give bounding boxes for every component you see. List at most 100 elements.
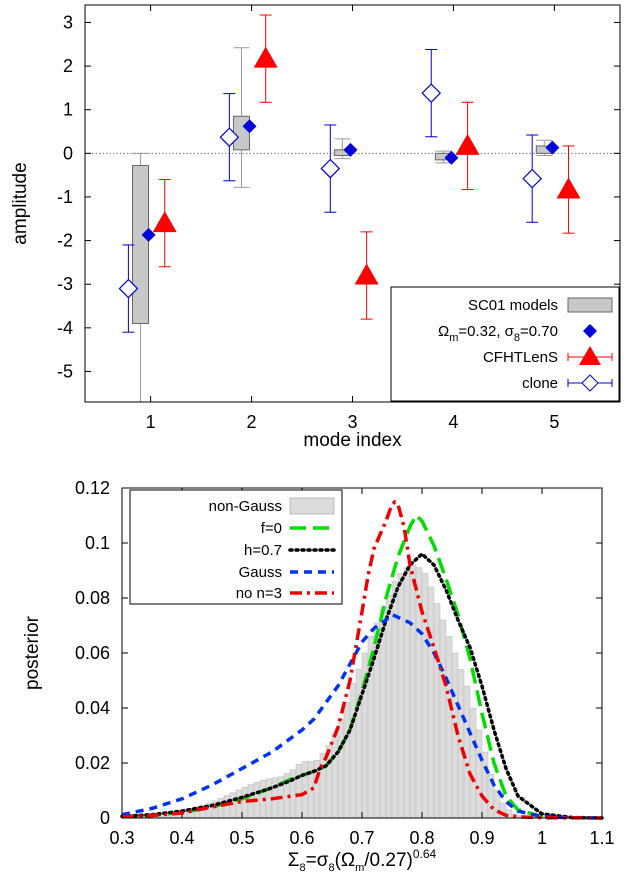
legend-label-dotted: h=0.7: [244, 542, 282, 559]
cfht-marker: [455, 133, 480, 155]
y-tick-label: 0: [100, 808, 110, 828]
histogram-bar: [289, 769, 297, 819]
fiducial-marker: [141, 227, 156, 242]
x-tick-label: 0.7: [349, 828, 374, 848]
y-axis-label: posterior: [22, 615, 43, 690]
legend-label-dashed: Gauss: [239, 564, 282, 581]
histogram-bar: [337, 718, 345, 819]
cfht-marker: [354, 263, 379, 285]
cfht-marker: [556, 177, 581, 199]
curve-dash-dot: [121, 500, 603, 820]
histogram-bar: [445, 636, 453, 819]
legend-label-fiducial-part: =0.70: [520, 323, 558, 340]
histogram-bar: [301, 761, 309, 819]
x-tick-label: 0.9: [469, 828, 494, 848]
mode-amplitude-chart: 3 2 1 0 -1 -2 -3 -4 -5 1 2 3 4 5 mode index amplitude SC…: [10, 4, 621, 451]
x-tick-label: 0.5: [229, 828, 254, 848]
x-tick-label: 3: [347, 412, 357, 432]
y-tick-label: 0.06: [75, 643, 110, 663]
legend-label-long-dash: f=0: [261, 520, 282, 537]
plot-frame: [121, 487, 603, 819]
legend-key-clone: [581, 374, 599, 392]
fiducial-marker: [545, 140, 560, 155]
histogram-bar: [229, 792, 237, 819]
x-axis-label-part: Σ: [288, 850, 300, 871]
legend-key-cfht: [579, 346, 601, 365]
model-box: [132, 165, 150, 324]
x-axis-label: mode index: [303, 430, 402, 451]
histogram-bar: [397, 573, 405, 819]
x-axis-label-part: 0.64: [413, 847, 437, 861]
histogram-bar: [481, 751, 489, 819]
x-tick-label: 1: [146, 412, 156, 432]
cfht-marker: [253, 46, 278, 68]
curve-dotted: [120, 552, 604, 820]
legend-label-fiducial-part: 8: [514, 332, 520, 344]
fiducial-marker: [343, 142, 358, 157]
clone-marker: [219, 127, 240, 148]
legend-label-fiducial-part: =0.32, σ: [458, 323, 514, 340]
clone-marker: [421, 83, 442, 103]
histogram-bar: [319, 753, 327, 819]
legend-key-fiducial: [583, 324, 597, 338]
legend-label-clone: clone: [522, 375, 558, 392]
histogram-bar: [439, 619, 447, 819]
x-axis-label-part: 8: [328, 862, 334, 874]
clone-marker: [118, 278, 139, 299]
legend-key-models: [567, 297, 613, 313]
legend: SC01 models Ωm=0.32, σ8=0.70 CFHTLenS clone: [390, 286, 620, 402]
cfht-marker: [152, 211, 177, 233]
y-tick-label: -3: [57, 274, 73, 294]
x-tick-label: 4: [448, 412, 458, 432]
posterior-chart: 0.12 0.1 0.08 0.06 0.04 0.02 00.3 0.4 0.5 0.6 0.7 0…: [22, 478, 615, 874]
histogram-bar: [469, 707, 477, 819]
clone-marker: [320, 158, 341, 179]
x-tick-label: 0.4: [169, 828, 194, 848]
histogram-bar: [385, 595, 393, 819]
y-tick-label: 0.04: [75, 698, 110, 718]
y-tick-label: -5: [57, 361, 73, 381]
x-axis-label-part: =σ: [306, 850, 329, 871]
histogram-bar: [475, 729, 483, 819]
histogram-bar: [295, 764, 303, 819]
x-tick-label: 0.6: [289, 828, 314, 848]
legend-label-fiducial-part: Ω: [438, 323, 449, 340]
clone-marker: [522, 168, 543, 189]
histogram-bar: [427, 586, 435, 819]
curve-long-dash: [121, 513, 603, 820]
legend-label-cfht: CFHTLenS: [483, 349, 558, 366]
x-tick-label: 1.1: [589, 828, 614, 848]
histogram-bar: [331, 733, 339, 819]
legend-label-dash-dot: no n=3: [236, 585, 282, 602]
y-tick-label: 3: [63, 12, 73, 32]
legend-label-fiducial-part: m: [449, 332, 458, 344]
y-tick-label: -1: [57, 187, 73, 207]
legend-label-models: SC01 models: [468, 297, 558, 314]
histogram-bar: [349, 683, 357, 819]
legend-label-fiducial: Ωm=0.32, σ8=0.70: [438, 323, 558, 344]
y-tick-label: 0.1: [85, 533, 110, 553]
x-axis-label-part: /0.27): [364, 850, 413, 871]
legend: non-Gauss f=0 h=0.7 Gauss no n=3: [129, 489, 343, 605]
plot-frame: [84, 4, 621, 403]
y-tick-label: -2: [57, 231, 73, 251]
x-axis-label: Σ8=σ8(Ωm/0.27)0.64: [288, 847, 437, 874]
histogram-bar: [451, 652, 459, 819]
x-axis-label-part: 8: [300, 862, 306, 874]
y-tick-label: 2: [63, 56, 73, 76]
histogram-bar: [235, 789, 243, 819]
x-tick-label: 1: [537, 828, 547, 848]
y-tick-label: 0: [63, 143, 73, 163]
x-tick-label: 0.8: [409, 828, 434, 848]
y-tick-label: 0.12: [75, 478, 110, 498]
x-axis-label-part: m: [355, 862, 364, 874]
histogram-bar: [433, 603, 441, 819]
x-tick-label: 5: [549, 412, 559, 432]
y-tick-label: 0.08: [75, 588, 110, 608]
x-tick-label: 2: [247, 412, 257, 432]
y-axis-label: amplitude: [10, 162, 31, 244]
fiducial-marker: [242, 119, 257, 134]
model-box: [232, 115, 250, 151]
y-tick-label: 1: [63, 100, 73, 120]
